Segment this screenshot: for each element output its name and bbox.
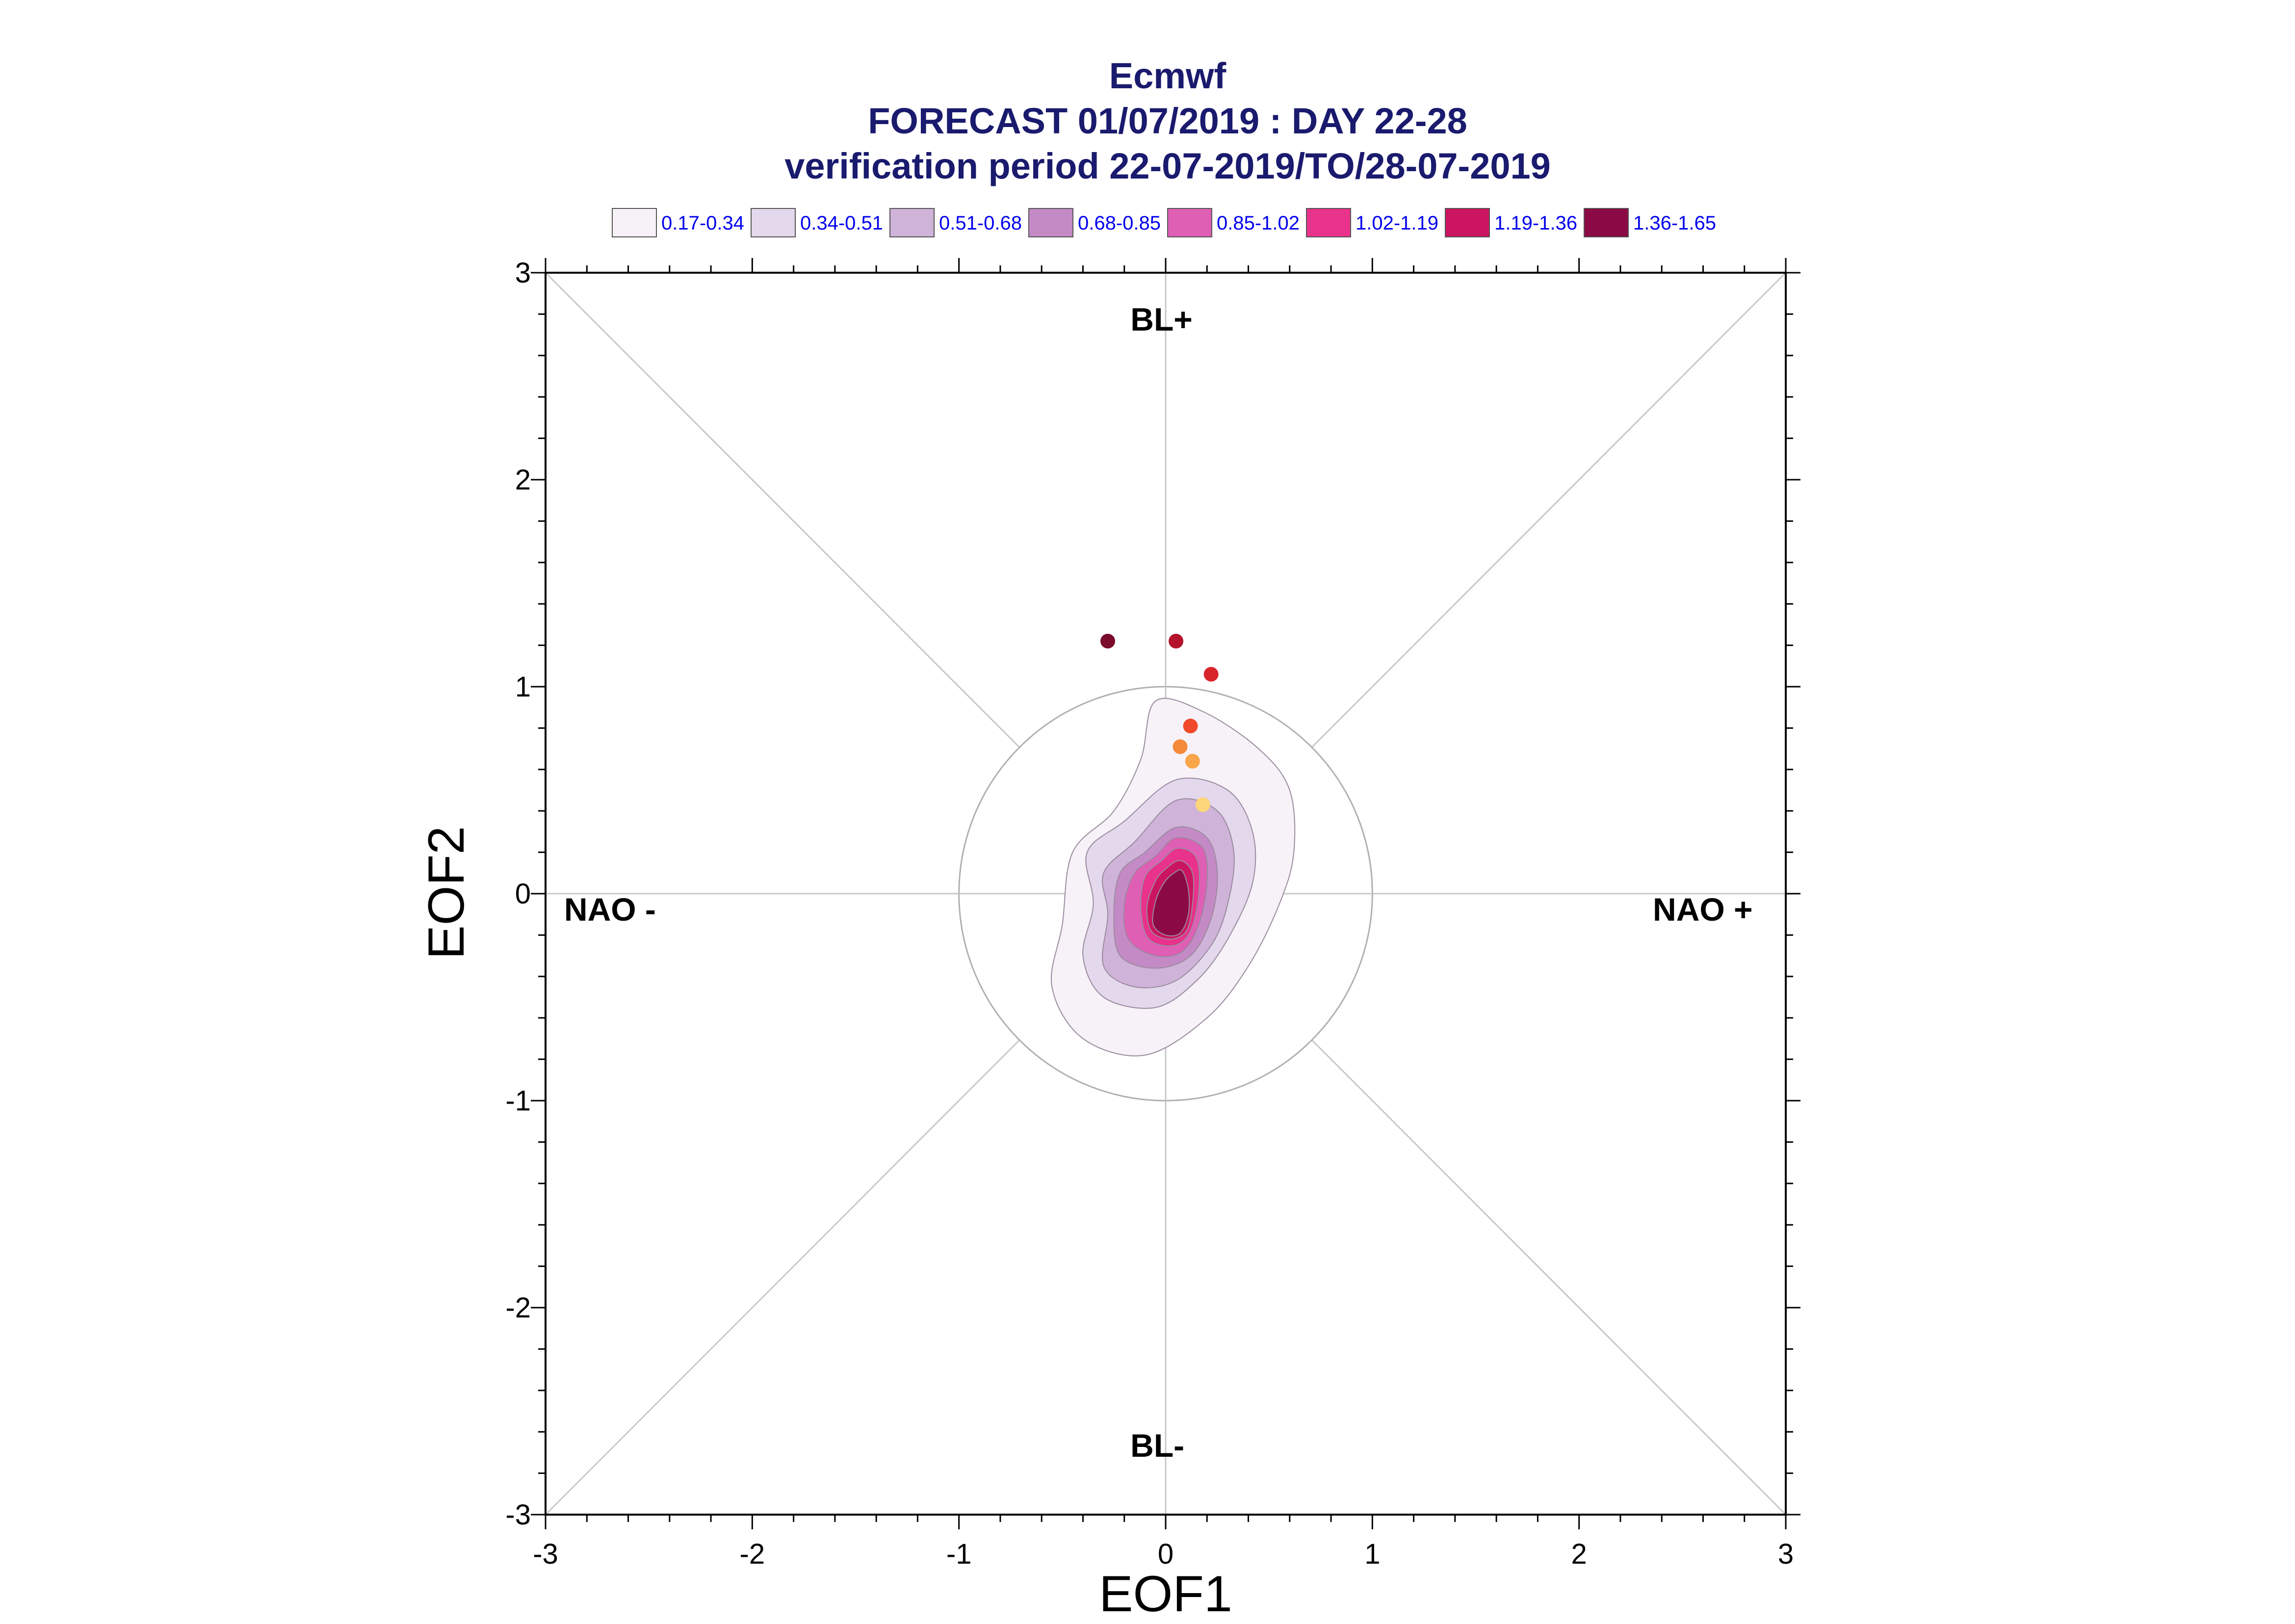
legend-label-8: 1.36-1.65 — [1633, 212, 1716, 234]
x-tick-label: -1 — [946, 1538, 972, 1570]
legend-label-2: 0.34-0.51 — [800, 212, 883, 234]
legend-label-6: 1.02-1.19 — [1356, 212, 1438, 234]
region-label-bl-minus: BL- — [1130, 1427, 1184, 1464]
data-point-1 — [1100, 634, 1116, 649]
legend-label-3: 0.51-0.68 — [939, 212, 1022, 234]
data-point-4 — [1183, 719, 1198, 734]
x-axis-title: EOF1 — [1099, 1566, 1232, 1623]
y-tick-label: 3 — [515, 257, 531, 289]
region-label-bl-plus: BL+ — [1130, 301, 1193, 337]
axes: -3 -2 -1 0 1 2 3 -3 -2 -1 0 1 2 3 — [505, 257, 1800, 1570]
data-point-3 — [1203, 667, 1219, 682]
x-tick-label: -3 — [533, 1538, 558, 1570]
legend-label-4: 0.68-0.85 — [1078, 212, 1161, 234]
y-tick-label: -1 — [505, 1085, 531, 1117]
density-contour-8 — [1152, 869, 1190, 937]
y-axis-title: EOF2 — [418, 826, 475, 959]
y-tick-label: 1 — [515, 671, 531, 703]
y-tick-label: -2 — [505, 1292, 531, 1324]
legend-swatch-7 — [1445, 208, 1490, 237]
y-tick-label: 2 — [515, 464, 531, 496]
plot-area: BL+ BL- NAO - NAO + — [545, 272, 1787, 1516]
region-label-nao-minus: NAO - — [564, 891, 656, 928]
legend-label-7: 1.19-1.36 — [1494, 212, 1577, 234]
y-tick-label: -3 — [505, 1499, 531, 1531]
legend-swatch-8 — [1584, 208, 1629, 237]
y-tick-label: 0 — [515, 878, 531, 910]
x-tick-label: 0 — [1158, 1538, 1174, 1570]
x-tick-label: 2 — [1571, 1538, 1587, 1570]
legend-swatch-1 — [612, 208, 657, 237]
legend-label-5: 0.85-1.02 — [1217, 212, 1300, 234]
x-tick-label: -2 — [740, 1538, 765, 1570]
chart-title-line-3: verification period 22-07-2019/TO/28-07-… — [784, 146, 1551, 186]
data-point-6 — [1185, 753, 1200, 769]
legend-swatch-4 — [1028, 208, 1073, 237]
legend-swatch-2 — [751, 208, 796, 237]
data-point-2 — [1169, 634, 1184, 649]
chart-legend: 0.17-0.34 0.34-0.51 0.51-0.68 0.68-0.85 0.85… — [612, 208, 1716, 237]
legend-swatch-5 — [1167, 208, 1212, 237]
chart-title-line-2: FORECAST 01/07/2019 : DAY 22-28 — [868, 101, 1467, 141]
data-point-7 — [1195, 797, 1210, 812]
x-tick-label: 1 — [1364, 1538, 1380, 1570]
region-label-nao-plus: NAO + — [1653, 891, 1753, 928]
data-point-5 — [1173, 739, 1188, 754]
legend-label-1: 0.17-0.34 — [661, 212, 744, 234]
chart-title: Ecmwf FORECAST 01/07/2019 : DAY 22-28 ve… — [784, 55, 1551, 186]
legend-swatch-6 — [1306, 208, 1351, 237]
legend-swatch-3 — [889, 208, 935, 237]
x-tick-label: 3 — [1778, 1538, 1794, 1570]
chart-title-line-1: Ecmwf — [1109, 55, 1226, 96]
